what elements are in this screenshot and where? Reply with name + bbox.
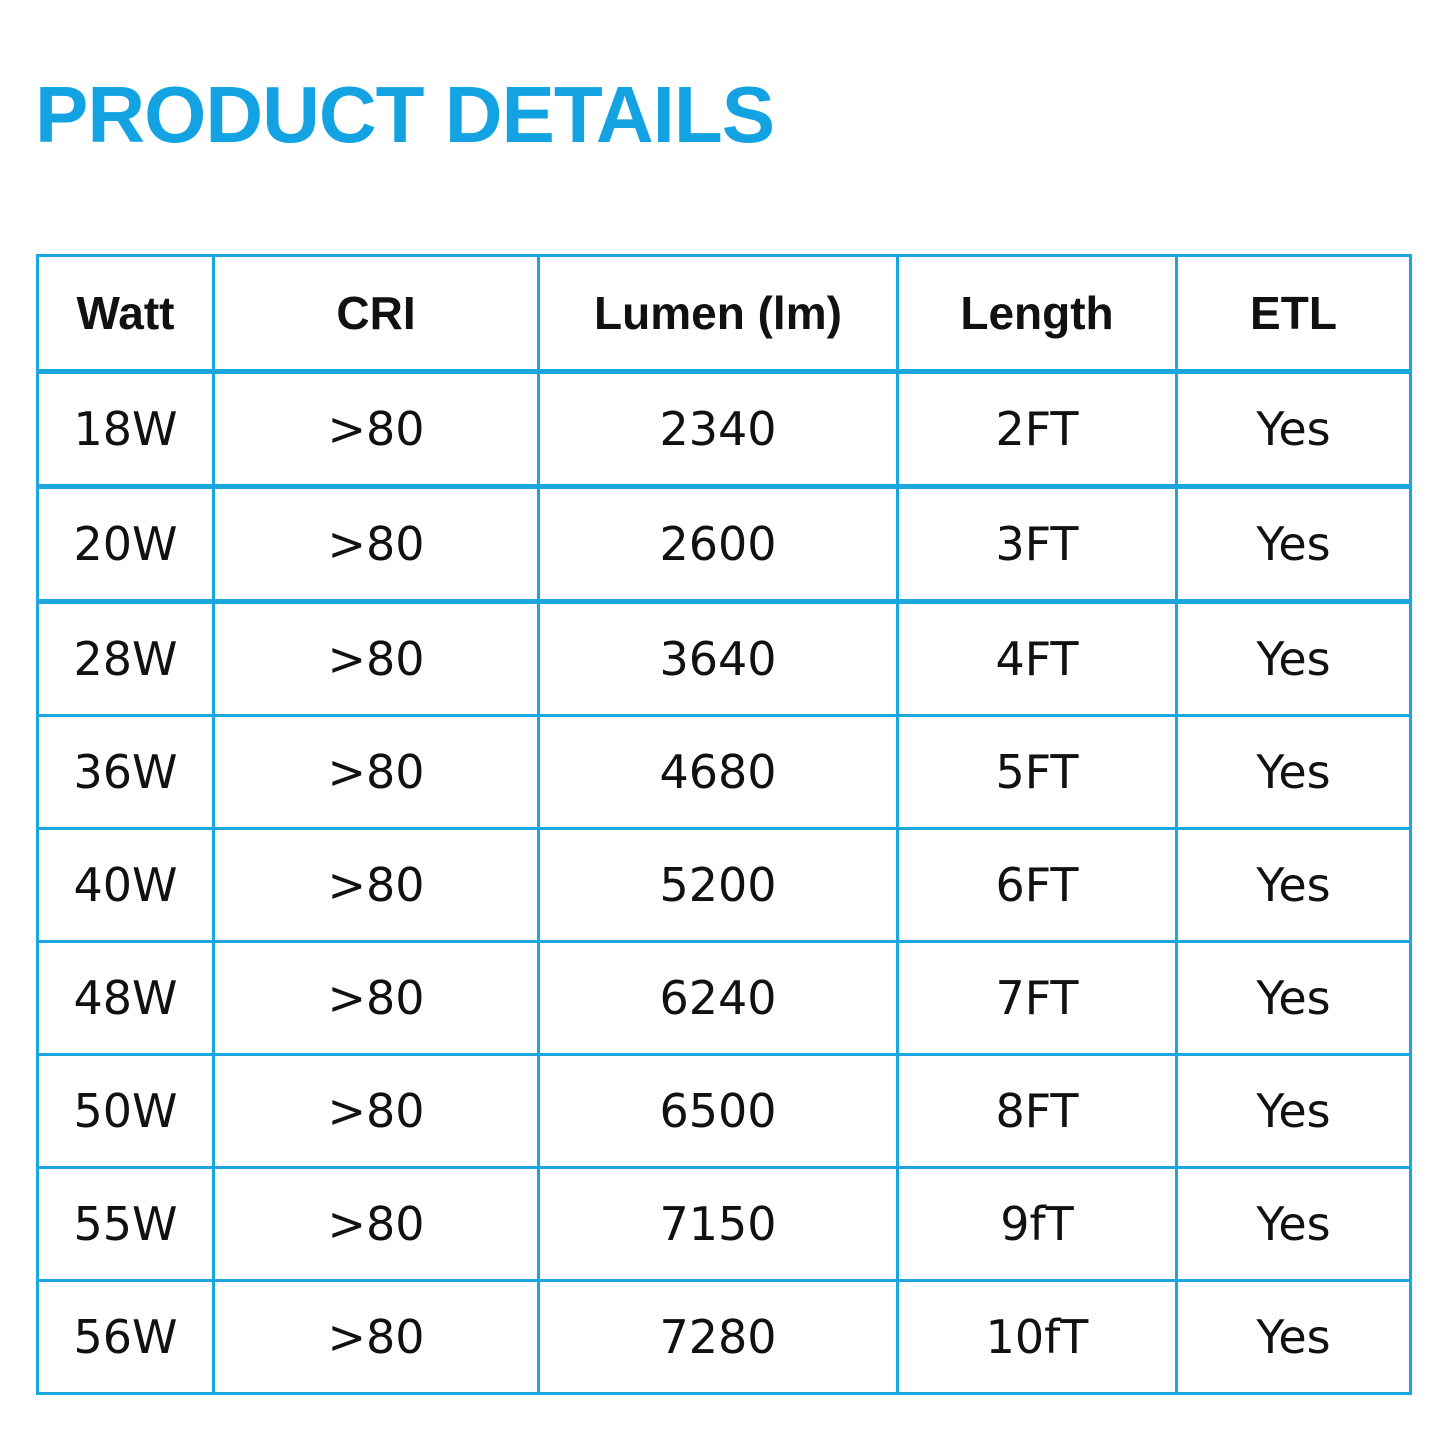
cell-length: 3FT xyxy=(896,484,1178,603)
cell-lumen: 6500 xyxy=(537,1053,899,1169)
cell-etl: Yes xyxy=(1175,484,1412,603)
cell-etl: Yes xyxy=(1175,599,1412,717)
cell-cri: >80 xyxy=(212,484,540,603)
cell-lumen: 3640 xyxy=(537,599,899,717)
cell-lumen: 5200 xyxy=(537,827,899,943)
cell-cri: >80 xyxy=(212,714,540,830)
page-title: PRODUCT DETAILS xyxy=(35,70,775,159)
cell-length: 8FT xyxy=(896,1053,1178,1169)
cell-lumen: 7280 xyxy=(537,1279,899,1395)
cell-etl: Yes xyxy=(1175,827,1412,943)
cell-length: 7FT xyxy=(896,940,1178,1056)
cell-lumen: 4680 xyxy=(537,714,899,830)
table-row: 18W >80 2340 2FT Yes xyxy=(36,369,1412,488)
cell-cri: >80 xyxy=(212,1166,540,1282)
cell-etl: Yes xyxy=(1175,369,1412,488)
cell-cri: >80 xyxy=(212,940,540,1056)
table-row: 20W >80 2600 3FT Yes xyxy=(36,484,1412,603)
table-row: 28W >80 3640 4FT Yes xyxy=(36,599,1412,717)
product-details-table: Watt CRI Lumen (lm) Length ETL 18W >80 234… xyxy=(36,254,1412,1395)
table-row: 36W >80 4680 5FT Yes xyxy=(36,714,1412,830)
cell-lumen: 2600 xyxy=(537,484,899,603)
cell-etl: Yes xyxy=(1175,940,1412,1056)
cell-length: 2FT xyxy=(896,369,1178,488)
header-etl: ETL xyxy=(1175,254,1412,373)
cell-length: 10fT xyxy=(896,1279,1178,1395)
cell-etl: Yes xyxy=(1175,714,1412,830)
cell-cri: >80 xyxy=(212,369,540,488)
header-lumen: Lumen (lm) xyxy=(537,254,899,373)
cell-length: 4FT xyxy=(896,599,1178,717)
cell-cri: >80 xyxy=(212,1053,540,1169)
cell-watt: 18W xyxy=(36,369,215,488)
table-row: 50W >80 6500 8FT Yes xyxy=(36,1053,1412,1169)
cell-length: 9fT xyxy=(896,1166,1178,1282)
header-cri: CRI xyxy=(212,254,540,373)
cell-etl: Yes xyxy=(1175,1279,1412,1395)
table-row: 48W >80 6240 7FT Yes xyxy=(36,940,1412,1056)
cell-length: 6FT xyxy=(896,827,1178,943)
cell-lumen: 6240 xyxy=(537,940,899,1056)
cell-etl: Yes xyxy=(1175,1053,1412,1169)
table-header-row: Watt CRI Lumen (lm) Length ETL xyxy=(36,254,1412,373)
table-row: 40W >80 5200 6FT Yes xyxy=(36,827,1412,943)
cell-watt: 28W xyxy=(36,599,215,717)
header-length: Length xyxy=(896,254,1178,373)
cell-lumen: 2340 xyxy=(537,369,899,488)
cell-watt: 50W xyxy=(36,1053,215,1169)
table-row: 56W >80 7280 10fT Yes xyxy=(36,1279,1412,1395)
cell-watt: 20W xyxy=(36,484,215,603)
cell-cri: >80 xyxy=(212,1279,540,1395)
cell-cri: >80 xyxy=(212,599,540,717)
cell-watt: 56W xyxy=(36,1279,215,1395)
cell-length: 5FT xyxy=(896,714,1178,830)
cell-watt: 48W xyxy=(36,940,215,1056)
cell-watt: 55W xyxy=(36,1166,215,1282)
cell-cri: >80 xyxy=(212,827,540,943)
cell-lumen: 7150 xyxy=(537,1166,899,1282)
table-row: 55W >80 7150 9fT Yes xyxy=(36,1166,1412,1282)
cell-watt: 36W xyxy=(36,714,215,830)
cell-etl: Yes xyxy=(1175,1166,1412,1282)
header-watt: Watt xyxy=(36,254,215,373)
cell-watt: 40W xyxy=(36,827,215,943)
